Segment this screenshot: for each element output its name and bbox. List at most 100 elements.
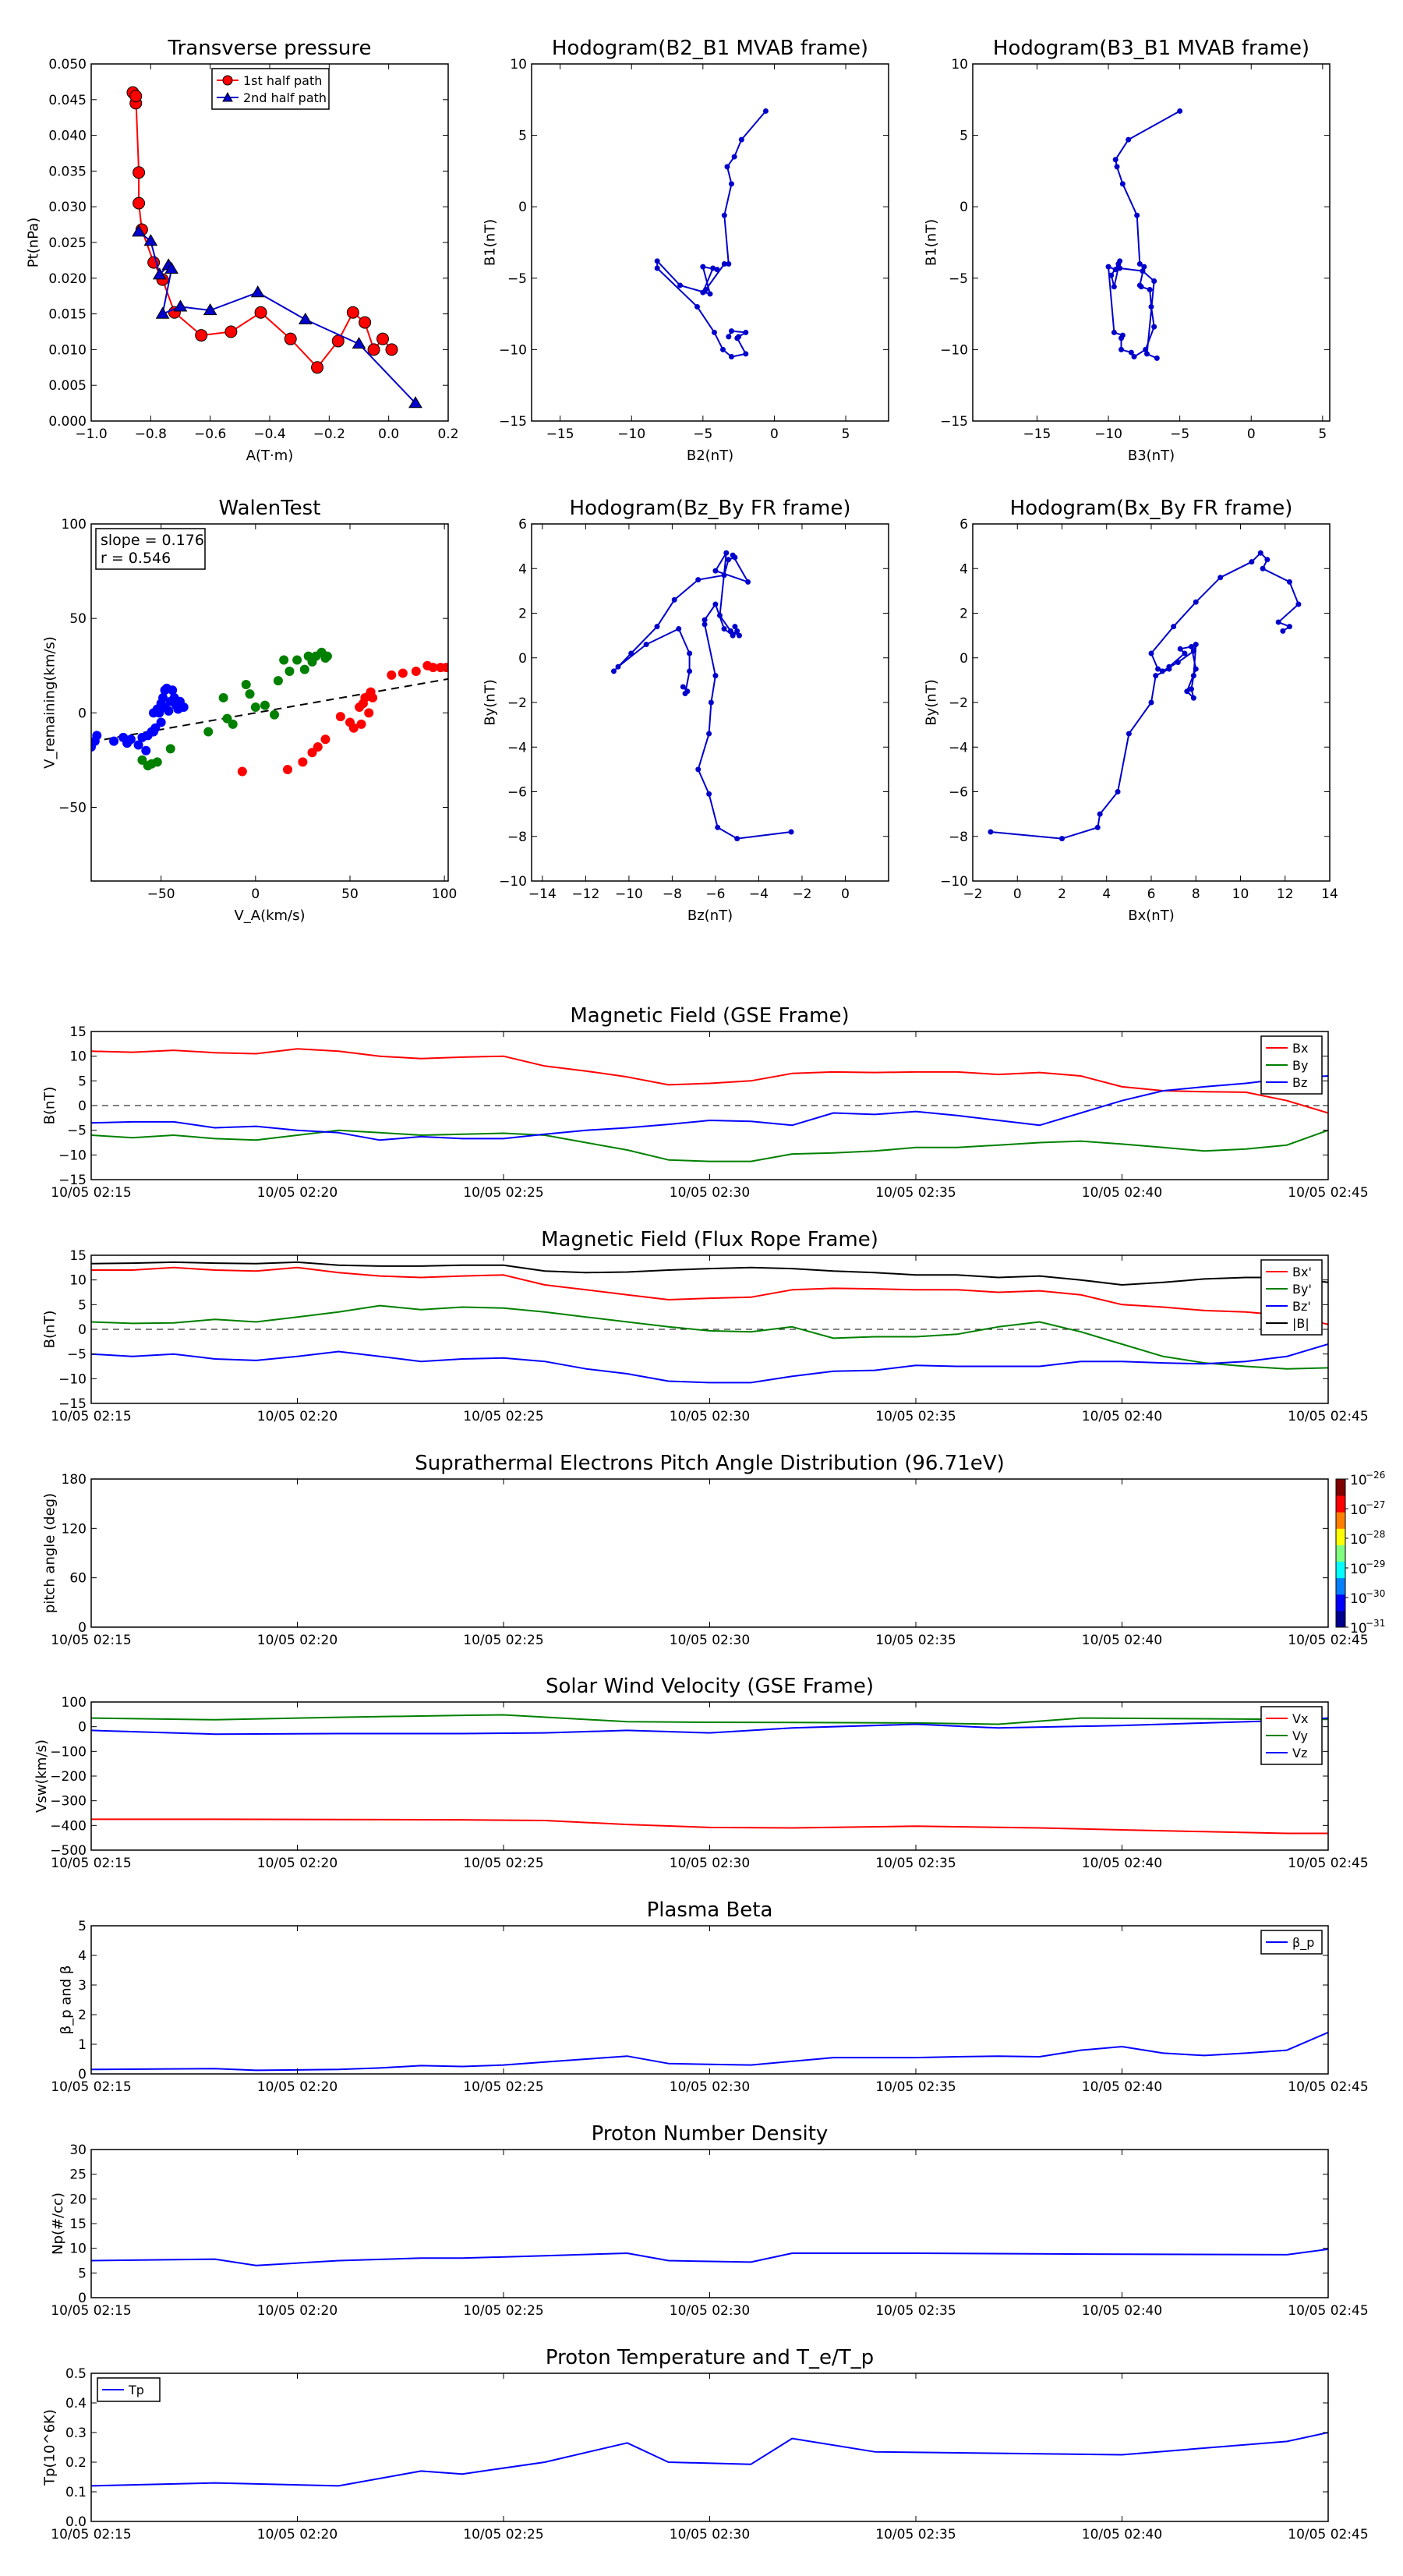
data-point [284,332,297,345]
legend-frame [97,2377,161,2402]
chart-title: Magnetic Field (GSE Frame) [570,1004,849,1028]
x-tick-label: 10/05 02:35 [875,1409,956,1424]
x-tick-label: −2 [963,886,982,902]
data-point [1286,579,1292,585]
data-point [711,329,717,335]
y-tick-label: −15 [58,1173,87,1188]
x-tick-label: 0 [770,426,779,442]
data-point [152,757,162,767]
data-point [164,261,178,274]
legend: Vx Vy Vz [1260,1706,1323,1765]
y-tick-label: 5 [78,2266,87,2281]
data-point [109,736,119,746]
y-tick-label: 0 [959,651,968,667]
x-tick-label: 8 [1192,886,1200,902]
plot-area-np [91,2248,1328,2266]
data-point [726,557,732,563]
x-tick-label: 10/05 02:35 [875,1856,956,1871]
x-tick-label: 10/05 02:25 [463,1856,543,1871]
chart-pad: Suprathermal Electrons Pitch Angle Distr… [42,1452,1386,1648]
x-tick-label: 10/05 02:40 [1082,2527,1162,2542]
data-point [165,744,175,754]
y-tick-label: 10 [951,57,968,73]
x-tick-label: −10 [617,426,645,442]
y-axis-label: B(nT) [42,1311,58,1349]
legend-marker [222,91,233,102]
data-point [1117,265,1123,271]
axes-frame [972,63,1331,422]
data-point [320,734,330,745]
chart-title: Transverse pressure [168,37,372,60]
x-tick-label: 10/05 02:25 [463,2079,543,2095]
data-point [1117,258,1123,264]
data-point [283,765,293,775]
colorbar-swatch [1336,1512,1345,1529]
data-point [1119,346,1125,352]
x-tick-label: 10/05 02:35 [875,2527,956,2542]
data-point [743,329,749,335]
x-tick-label: 10/05 02:20 [257,1633,337,1648]
y-tick-label: 0.2 [65,2455,87,2471]
data-point [1126,731,1132,737]
chart-bgse: Magnetic Field (GSE Frame) 10/05 02:15 10/… [42,1004,1369,1201]
data-point [1193,599,1199,605]
data-point [203,303,217,316]
x-tick-label: 10/05 02:15 [51,1856,131,1871]
data-point [694,303,701,310]
data-point [156,717,166,727]
y-tick-label: 120 [62,1521,87,1537]
data-point [1189,643,1195,649]
data-point [245,689,255,699]
data-point [299,664,309,674]
colorbar-tick-label: 10 [1350,1562,1367,1577]
plot-area-h31 [1105,108,1183,361]
x-tick-label: 10 [1232,886,1249,902]
x-tick-label: −8 [663,886,682,902]
colorbar-swatch [1336,1577,1345,1595]
data-point [348,723,359,733]
y-axis-label: B1(nT) [482,219,499,266]
data-point [1190,648,1196,654]
data-point [712,568,719,574]
data-point [250,285,265,298]
data-point [335,712,345,722]
data-point [178,702,189,713]
data-point [158,692,168,702]
y-tick-label: −2 [507,695,527,711]
y-axis-label: Np(#/cc) [50,2192,66,2255]
series-line-3 [91,1261,1328,1286]
legend-label: By [1292,1058,1308,1073]
data-point [1275,619,1281,625]
x-tick-label: 4 [1102,886,1111,902]
data-point [150,723,161,733]
legend-marker [222,75,233,86]
y-tick-label: 5 [959,129,968,144]
data-point [615,663,621,670]
data-point [721,572,727,579]
x-axis-label: V_A(km/s) [234,908,305,924]
x-tick-label: −15 [1023,426,1051,442]
legend: β_p [1260,1930,1323,1955]
colorbar-swatch [1336,1479,1345,1496]
data-point [700,289,706,295]
y-tick-label: 4 [78,1948,87,1964]
y-tick-label: −6 [507,785,527,801]
data-point [203,727,214,737]
chart-title: Hodogram(B3_B1 MVAB frame) [993,37,1309,60]
x-tick-label: 10/05 02:35 [875,2079,956,2095]
data-point [736,334,742,340]
x-tick-label: 10/05 02:45 [1288,2079,1368,2095]
x-tick-label: 50 [341,886,359,902]
data-point [727,628,733,634]
x-tick-label: 5 [842,426,850,442]
data-point [1097,811,1103,817]
x-tick-label: 10/05 02:25 [463,2527,543,2542]
axes-frame [90,63,449,422]
data-point [721,212,727,218]
data-point [734,836,740,842]
y-tick-label: 0.020 [48,271,87,287]
data-point [738,136,744,143]
y-axis-label: pitch angle (deg) [42,1493,58,1613]
chart-title: WalenTest [219,497,321,520]
